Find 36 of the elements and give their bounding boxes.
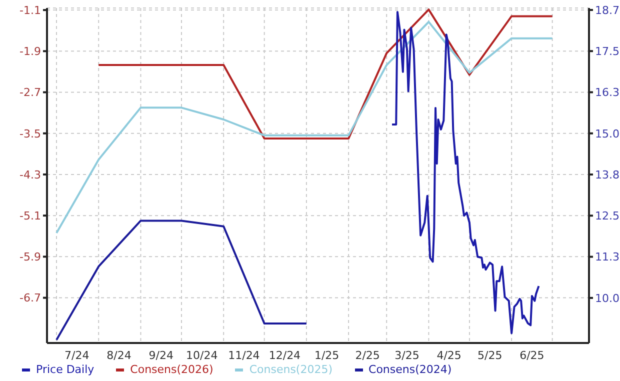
x-tick-label: 11/24: [228, 348, 260, 362]
y2-tick-label: 17.5: [595, 45, 620, 58]
line-series: [98, 8, 554, 140]
y2-tick-label: 13.8: [595, 168, 620, 182]
x-tick-label: 8/24: [106, 348, 132, 362]
y2-tick-label: 10.0: [595, 292, 620, 305]
y-tick-label: -1.1: [20, 4, 41, 17]
line-series: [56, 20, 554, 234]
y-tick-label: -5.1: [20, 209, 41, 222]
x-tick-label: 2/25: [355, 348, 380, 362]
x-tick-label: 4/25: [436, 348, 462, 362]
y-tick-label: -3.5: [20, 127, 41, 140]
y2-tick-label: 11.3: [595, 250, 620, 264]
y-tick-label: -1.9: [20, 45, 41, 58]
x-tick-label: 3/25: [394, 348, 420, 362]
y-tick-label: -6.7: [20, 292, 41, 305]
y2-tick-label: 16.3: [595, 86, 620, 100]
legend-label: Consens(2026): [129, 363, 214, 376]
line-series: [56, 220, 308, 341]
y-tick-label: -5.9: [20, 250, 41, 264]
line-series: [391, 10, 540, 334]
y2-tick-label: 12.5: [595, 210, 620, 223]
legend-label: Price Daily: [35, 363, 94, 376]
y-tick-label: -2.7: [20, 86, 41, 100]
legend-label: Consens(2025): [248, 363, 333, 376]
y2-tick-label: 15.0: [595, 127, 620, 140]
legend-label: Consens(2024): [368, 363, 452, 376]
x-tick-label: 5/25: [477, 348, 502, 362]
x-tick-label: 10/24: [186, 348, 218, 362]
x-tick-label: 9/24: [148, 348, 174, 362]
y-tick-label: -4.3: [20, 168, 41, 182]
x-tick-label: 1/25: [314, 348, 340, 362]
x-tick-label: 7/24: [64, 348, 90, 362]
x-tick-label: 6/25: [520, 348, 544, 362]
y2-tick-label: 18.7: [595, 4, 620, 17]
x-tick-label: 12/24: [268, 348, 301, 362]
